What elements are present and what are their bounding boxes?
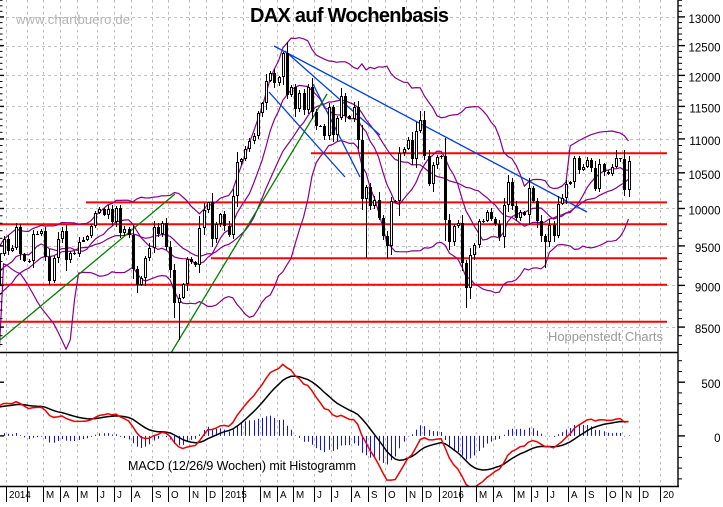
svg-text:10500: 10500: [689, 170, 721, 182]
svg-text:O: O: [388, 490, 396, 501]
svg-text:J: J: [100, 490, 105, 501]
svg-text:A: A: [134, 490, 141, 501]
svg-text:D: D: [209, 490, 216, 501]
svg-text:10000: 10000: [689, 206, 721, 218]
svg-text:0: 0: [714, 433, 720, 445]
svg-text:O: O: [171, 490, 179, 501]
svg-text:M: M: [80, 490, 88, 501]
svg-text:M: M: [263, 490, 271, 501]
svg-text:N: N: [409, 490, 416, 501]
svg-text:M: M: [479, 490, 487, 501]
svg-text:J: J: [334, 490, 339, 501]
svg-text:A: A: [280, 490, 287, 501]
svg-text:11000: 11000: [689, 136, 720, 148]
svg-text:S: S: [155, 490, 162, 501]
svg-text:M: M: [46, 490, 54, 501]
svg-text:DAX auf Wochenbasis: DAX auf Wochenbasis: [250, 5, 449, 27]
svg-text:20: 20: [663, 490, 674, 501]
svg-text:11500: 11500: [689, 103, 720, 115]
svg-text:500: 500: [701, 379, 720, 391]
svg-text:MACD (12/26/9 Wochen) mit Hist: MACD (12/26/9 Wochen) mit Histogramm: [128, 459, 356, 473]
svg-text:9500: 9500: [695, 243, 721, 255]
svg-text:A: A: [63, 490, 70, 501]
svg-text:S: S: [588, 490, 595, 501]
svg-text:Hoppenstedt Charts: Hoppenstedt Charts: [548, 329, 664, 344]
svg-text:A: A: [354, 490, 361, 501]
svg-text:www.chartbuero.de: www.chartbuero.de: [15, 12, 130, 27]
svg-text:N: N: [192, 490, 199, 501]
svg-text:12000: 12000: [689, 72, 721, 84]
svg-text:A: A: [571, 490, 578, 501]
svg-text:J: J: [534, 490, 539, 501]
svg-text:9000: 9000: [695, 282, 721, 294]
svg-text:J: J: [117, 490, 122, 501]
svg-text:8500: 8500: [695, 324, 721, 336]
svg-text:D: D: [642, 490, 649, 501]
svg-text:S: S: [371, 490, 378, 501]
svg-text:2015: 2015: [225, 490, 247, 501]
svg-text:N: N: [625, 490, 632, 501]
svg-text:13000: 13000: [689, 14, 721, 26]
svg-text:2014: 2014: [9, 490, 31, 501]
svg-text:2016: 2016: [442, 490, 464, 501]
svg-text:12500: 12500: [689, 43, 721, 55]
svg-text:J: J: [550, 490, 555, 501]
svg-text:M: M: [517, 490, 525, 501]
svg-text:J: J: [317, 490, 322, 501]
svg-text:D: D: [425, 490, 432, 501]
svg-text:O: O: [609, 490, 617, 501]
svg-text:M: M: [296, 490, 304, 501]
svg-text:A: A: [496, 490, 503, 501]
